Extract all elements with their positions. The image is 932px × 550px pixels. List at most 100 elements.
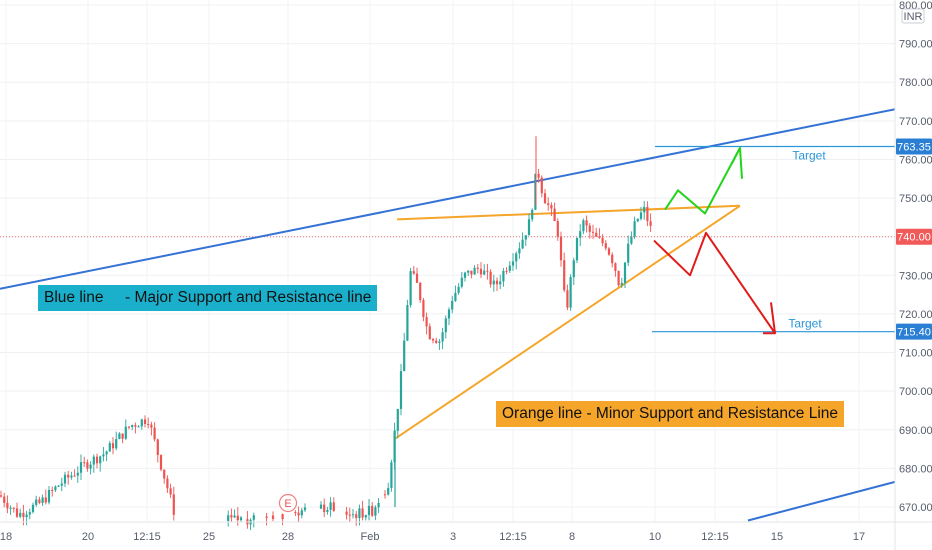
candle-body bbox=[51, 490, 54, 492]
candle-body bbox=[150, 424, 153, 428]
candle-body bbox=[614, 263, 617, 271]
y-tick-label: 760.00 bbox=[899, 154, 932, 166]
candle-body bbox=[438, 341, 441, 343]
candle-body bbox=[300, 510, 303, 516]
orange-upper-line bbox=[396, 204, 741, 221]
candle-body bbox=[505, 270, 508, 272]
candle-body bbox=[463, 272, 467, 278]
candle-body bbox=[620, 282, 623, 286]
candle-body bbox=[86, 462, 89, 469]
candle-body bbox=[358, 508, 361, 519]
candle-body bbox=[332, 502, 335, 511]
candle-body bbox=[134, 425, 137, 427]
candle-body bbox=[6, 502, 9, 509]
candle-body bbox=[646, 206, 649, 222]
price-badge-label: 715.40 bbox=[897, 327, 931, 339]
candle-body bbox=[649, 221, 652, 226]
candle-body bbox=[607, 248, 611, 255]
candle-body bbox=[83, 462, 86, 464]
candle-body bbox=[547, 203, 550, 205]
candle-body bbox=[147, 424, 150, 426]
currency-label: INR bbox=[904, 11, 923, 23]
candle-body bbox=[47, 490, 51, 503]
candle-body bbox=[303, 507, 307, 511]
candle-body bbox=[41, 497, 44, 503]
candle-body bbox=[159, 454, 163, 470]
candle-body bbox=[70, 475, 73, 478]
green-arrowhead bbox=[731, 146, 743, 179]
candle-body bbox=[297, 512, 300, 516]
candle-body bbox=[527, 219, 531, 236]
candle-body bbox=[515, 253, 518, 262]
y-tick-label: 780.00 bbox=[899, 77, 932, 89]
candle-body bbox=[479, 268, 483, 275]
candle-body bbox=[537, 173, 540, 178]
candle-body bbox=[559, 236, 563, 261]
candle-body bbox=[451, 300, 454, 310]
candle-body bbox=[540, 177, 543, 194]
currency-box[interactable] bbox=[901, 8, 925, 24]
candle-body bbox=[9, 507, 12, 509]
candle-body bbox=[489, 271, 492, 285]
candle-body bbox=[457, 286, 460, 293]
candle-body bbox=[460, 277, 463, 287]
candle-body bbox=[105, 451, 108, 455]
candle-body bbox=[374, 507, 377, 516]
candle-body bbox=[124, 426, 127, 439]
candle-body bbox=[31, 504, 35, 513]
candle-body bbox=[447, 309, 451, 319]
candle-body bbox=[137, 426, 140, 428]
candle-body bbox=[364, 515, 367, 518]
candle-body bbox=[556, 221, 559, 237]
red-projection-path bbox=[653, 231, 776, 334]
candle-body bbox=[377, 503, 380, 508]
candle-body bbox=[636, 218, 639, 222]
blue-lower-line bbox=[747, 480, 896, 522]
projection-paths bbox=[653, 146, 776, 335]
candle-body bbox=[19, 512, 22, 517]
candle-body bbox=[383, 494, 387, 496]
candle-body bbox=[409, 271, 412, 306]
candle-body bbox=[44, 497, 47, 503]
candle-body bbox=[294, 512, 297, 514]
candle-body bbox=[323, 504, 326, 512]
candle-body bbox=[627, 243, 630, 263]
price-badge bbox=[896, 228, 932, 245]
candle-body bbox=[156, 439, 159, 455]
x-tick-label: 20 bbox=[82, 531, 94, 543]
candle-body bbox=[617, 270, 620, 286]
y-tick-label: 680.00 bbox=[899, 463, 932, 475]
candle-body bbox=[406, 305, 409, 341]
candle-body bbox=[54, 486, 57, 491]
earnings-marker-icon[interactable] bbox=[278, 493, 298, 513]
orange-lower-line bbox=[393, 204, 741, 441]
candle-body bbox=[63, 474, 67, 484]
candle-body bbox=[345, 511, 348, 515]
blue-major-line bbox=[0, 108, 896, 290]
candle-body bbox=[467, 270, 470, 273]
candle-body bbox=[271, 515, 275, 519]
candle-body bbox=[511, 261, 515, 266]
y-tick-label: 710.00 bbox=[899, 348, 932, 360]
candle-body bbox=[265, 516, 268, 518]
candle-body bbox=[419, 282, 422, 301]
candle-body bbox=[319, 504, 323, 509]
candle-body bbox=[131, 425, 134, 428]
candle-body bbox=[67, 474, 70, 478]
candles bbox=[0, 136, 652, 530]
candle-body bbox=[531, 209, 534, 220]
candle-body bbox=[569, 277, 572, 308]
x-tick-label: 8 bbox=[569, 531, 575, 543]
candle-body bbox=[92, 456, 95, 465]
x-tick-label: 25 bbox=[203, 531, 215, 543]
candle-body bbox=[390, 462, 393, 489]
candle-body bbox=[492, 280, 495, 285]
candle-body bbox=[35, 499, 38, 505]
candle-body bbox=[579, 231, 582, 238]
candle-body bbox=[239, 517, 243, 521]
candle-body bbox=[153, 427, 156, 440]
candle-body bbox=[591, 231, 595, 233]
candle-body bbox=[95, 456, 99, 464]
earnings-marker-label: E bbox=[284, 498, 291, 510]
